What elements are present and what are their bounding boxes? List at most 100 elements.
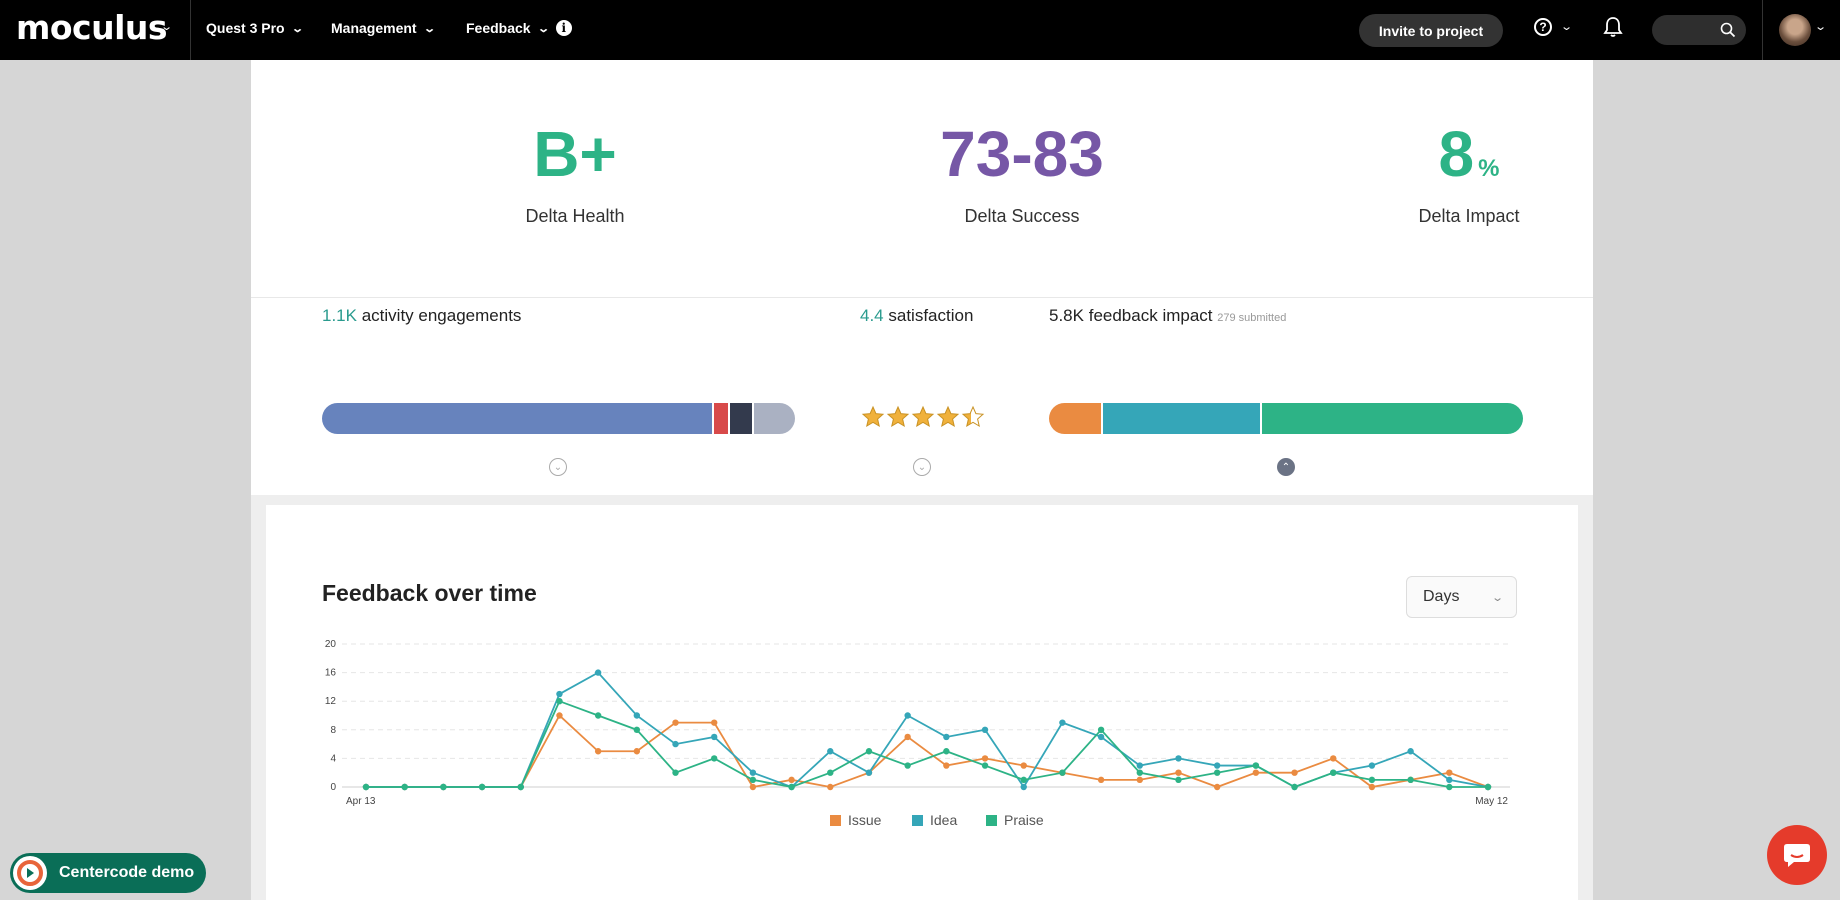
data-point-issue bbox=[788, 776, 795, 784]
data-point-praise bbox=[594, 712, 602, 719]
nav-project-label: Quest 3 Pro bbox=[206, 20, 285, 36]
expand-engagements-chevron-icon[interactable]: ⌄ bbox=[549, 458, 567, 476]
engagements-text: activity engagements bbox=[361, 306, 522, 325]
satisfaction-text: satisfaction bbox=[888, 306, 974, 325]
delta-health-label: Delta Health bbox=[525, 206, 625, 226]
star-icon bbox=[886, 405, 910, 428]
search-icon bbox=[1720, 22, 1736, 38]
brand-logo[interactable]: moculus bbox=[16, 8, 168, 47]
nav-divider bbox=[190, 0, 191, 60]
data-point-idea bbox=[556, 690, 563, 698]
y-tick-label: 16 bbox=[325, 668, 337, 679]
legend-swatch-issue bbox=[830, 815, 841, 826]
data-point-praise bbox=[1330, 769, 1337, 776]
data-point-idea bbox=[633, 712, 641, 719]
data-point-praise bbox=[1020, 776, 1027, 784]
help-chevron-down-icon[interactable]: ⌄ bbox=[1560, 21, 1574, 33]
data-point-issue bbox=[672, 719, 679, 726]
engagements-bar-segment bbox=[711, 403, 728, 434]
nav-feedback-menu[interactable]: Feedback ⌄ i bbox=[466, 20, 572, 36]
data-point-idea bbox=[943, 733, 950, 741]
data-point-praise bbox=[1484, 783, 1492, 791]
section-divider bbox=[251, 297, 1593, 298]
data-point-idea bbox=[1368, 762, 1376, 769]
star-icon bbox=[961, 405, 985, 428]
nav-feedback-label: Feedback bbox=[466, 20, 531, 36]
centercode-demo-label: Centercode demo bbox=[59, 864, 195, 881]
data-point-idea bbox=[711, 733, 718, 741]
collapse-impact-chevron-icon[interactable]: ⌃ bbox=[1277, 458, 1295, 476]
feedback-over-time-panel bbox=[266, 505, 1578, 900]
star-icon bbox=[936, 405, 960, 428]
satisfaction-value: 4.4 bbox=[860, 306, 884, 325]
data-point-praise bbox=[478, 783, 486, 791]
data-point-issue bbox=[943, 762, 950, 769]
feedback-impact-text: feedback impact bbox=[1088, 306, 1213, 325]
avatar-chevron-down-icon[interactable]: ⌄ bbox=[1814, 21, 1828, 33]
top-navigation-bar: moculus ⌄ Quest 3 Pro ⌄ Management ⌄ Fee… bbox=[0, 0, 1840, 60]
data-point-idea bbox=[1097, 733, 1105, 741]
data-point-praise bbox=[1136, 769, 1143, 776]
data-point-idea bbox=[1175, 755, 1182, 762]
legend-swatch-idea bbox=[912, 815, 923, 826]
data-point-praise bbox=[1291, 783, 1298, 791]
delta-success-metric: 73-83 Delta Success bbox=[872, 122, 1172, 227]
feedback-line-chart: 0 4 8 12 16 20 Apr 13 May 12 Issue Idea Praise bbox=[325, 639, 1510, 828]
engagements-bar[interactable] bbox=[322, 403, 795, 434]
chevron-down-icon: ⌄ bbox=[422, 22, 436, 35]
data-point-praise bbox=[749, 776, 757, 784]
data-point-idea bbox=[749, 769, 757, 776]
data-point-praise bbox=[711, 755, 718, 762]
data-point-idea bbox=[1213, 762, 1221, 769]
data-point-praise bbox=[904, 762, 911, 769]
invite-to-project-button[interactable]: Invite to project bbox=[1359, 14, 1503, 47]
avatar[interactable] bbox=[1779, 14, 1811, 46]
feedback-impact-bar[interactable] bbox=[1049, 403, 1523, 434]
info-icon[interactable]: i bbox=[555, 20, 572, 36]
data-point-issue bbox=[633, 748, 641, 755]
data-point-issue bbox=[1368, 783, 1376, 791]
engagements-count: 1.1K bbox=[322, 306, 357, 325]
data-point-idea bbox=[981, 726, 989, 733]
data-point-issue bbox=[711, 719, 718, 726]
data-point-praise bbox=[943, 748, 950, 755]
data-point-issue bbox=[1446, 769, 1453, 776]
star-icon bbox=[861, 405, 885, 428]
legend-label-issue: Issue bbox=[848, 812, 882, 828]
data-point-praise bbox=[1097, 726, 1105, 733]
data-point-praise bbox=[1446, 783, 1453, 791]
impact-bar-segment bbox=[1049, 403, 1101, 434]
engagements-bar-segment bbox=[322, 403, 712, 434]
expand-satisfaction-chevron-icon[interactable]: ⌄ bbox=[913, 458, 931, 476]
data-point-idea bbox=[1059, 719, 1066, 726]
data-point-idea bbox=[904, 712, 911, 719]
delta-impact-value: 8 bbox=[1438, 118, 1475, 190]
data-point-praise bbox=[1368, 776, 1376, 784]
data-point-praise bbox=[1252, 762, 1260, 769]
data-point-idea bbox=[1446, 776, 1453, 784]
bell-icon[interactable] bbox=[1603, 16, 1623, 38]
centercode-demo-button[interactable]: Centercode demo bbox=[10, 853, 206, 893]
brand-chevron-down-icon[interactable]: ⌄ bbox=[160, 21, 174, 33]
time-granularity-dropdown[interactable]: Days ⌄ bbox=[1406, 576, 1517, 618]
data-point-praise bbox=[401, 783, 408, 791]
nav-management-menu[interactable]: Management ⌄ bbox=[331, 20, 436, 36]
help-icon[interactable]: ? bbox=[1534, 18, 1552, 36]
feedback-impact-value: 5.8K bbox=[1049, 306, 1084, 325]
y-tick-label: 12 bbox=[325, 696, 337, 707]
data-point-issue bbox=[1097, 776, 1105, 784]
satisfaction-label: 4.4 satisfaction bbox=[860, 306, 973, 326]
chat-support-icon[interactable] bbox=[1767, 825, 1827, 885]
star-icon bbox=[911, 405, 935, 428]
data-point-idea bbox=[1020, 783, 1027, 791]
nav-management-label: Management bbox=[331, 20, 417, 36]
feedback-submitted-count: 279 submitted bbox=[1217, 312, 1287, 324]
impact-bar-segment bbox=[1260, 403, 1523, 434]
data-point-idea bbox=[1136, 762, 1143, 769]
search-input[interactable] bbox=[1652, 15, 1746, 45]
chevron-down-icon: ⌄ bbox=[536, 22, 550, 35]
delta-impact-unit: % bbox=[1478, 155, 1500, 182]
nav-project-menu[interactable]: Quest 3 Pro ⌄ bbox=[206, 20, 304, 36]
data-point-praise bbox=[556, 698, 563, 705]
data-point-issue bbox=[1291, 769, 1298, 776]
